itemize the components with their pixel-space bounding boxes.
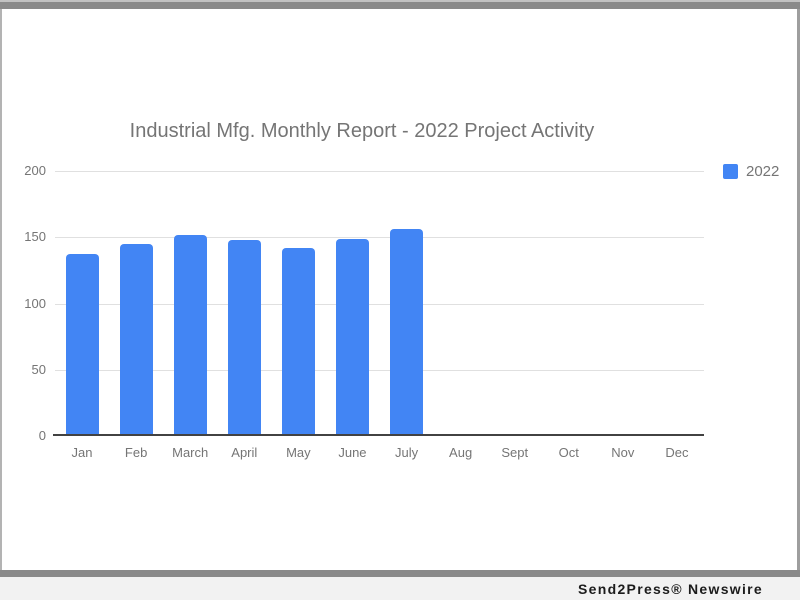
y-tick-label-150: 150 bbox=[24, 229, 46, 245]
bar-feb bbox=[119, 244, 153, 436]
bar-april bbox=[227, 240, 261, 436]
gridline-150 bbox=[55, 237, 704, 239]
gridline-50 bbox=[55, 369, 704, 371]
chart-title: Industrial Mfg. Monthly Report - 2022 Pr… bbox=[129, 120, 595, 142]
x-tick-label-march: March bbox=[172, 445, 209, 460]
x-tick-label-feb: Feb bbox=[124, 445, 148, 460]
caption-strip: Send2Press® Newswire bbox=[0, 577, 800, 600]
x-tick-label-jan: Jan bbox=[71, 445, 93, 460]
bar-june bbox=[335, 239, 369, 436]
bar-may bbox=[281, 248, 315, 436]
x-tick-label-july: July bbox=[394, 445, 419, 460]
frame-bottom-border bbox=[0, 570, 800, 577]
x-tick-label-june: June bbox=[338, 445, 367, 460]
newswire-credit: Send2Press® Newswire bbox=[578, 580, 763, 597]
x-tick-label-dec: Dec bbox=[665, 445, 689, 460]
x-tick-label-april: April bbox=[231, 445, 258, 460]
x-tick-label-aug: Aug bbox=[449, 445, 473, 460]
legend: 2022 bbox=[723, 163, 779, 180]
frame-right-border bbox=[797, 9, 800, 570]
y-tick-label-0: 0 bbox=[38, 428, 46, 443]
legend-swatch-icon bbox=[723, 164, 738, 179]
bar-march bbox=[173, 235, 207, 436]
x-axis-baseline bbox=[53, 434, 704, 436]
frame-left-border bbox=[0, 9, 2, 570]
frame-top-border bbox=[0, 0, 800, 9]
x-tick-label-oct: Oct bbox=[558, 445, 579, 460]
bar-july bbox=[390, 229, 424, 436]
plot-area bbox=[53, 171, 704, 436]
y-tick-label-50: 50 bbox=[31, 361, 46, 377]
x-tick-label-nov: Nov bbox=[611, 445, 635, 460]
x-tick-label-sept: Sept bbox=[501, 445, 529, 460]
gridline-200 bbox=[55, 171, 704, 172]
x-tick-label-may: May bbox=[286, 445, 311, 460]
y-tick-label-100: 100 bbox=[24, 295, 46, 311]
gridline-100 bbox=[55, 303, 704, 305]
bar-jan bbox=[65, 254, 99, 436]
legend-label: 2022 bbox=[746, 163, 780, 180]
y-tick-label-200: 200 bbox=[24, 163, 46, 178]
